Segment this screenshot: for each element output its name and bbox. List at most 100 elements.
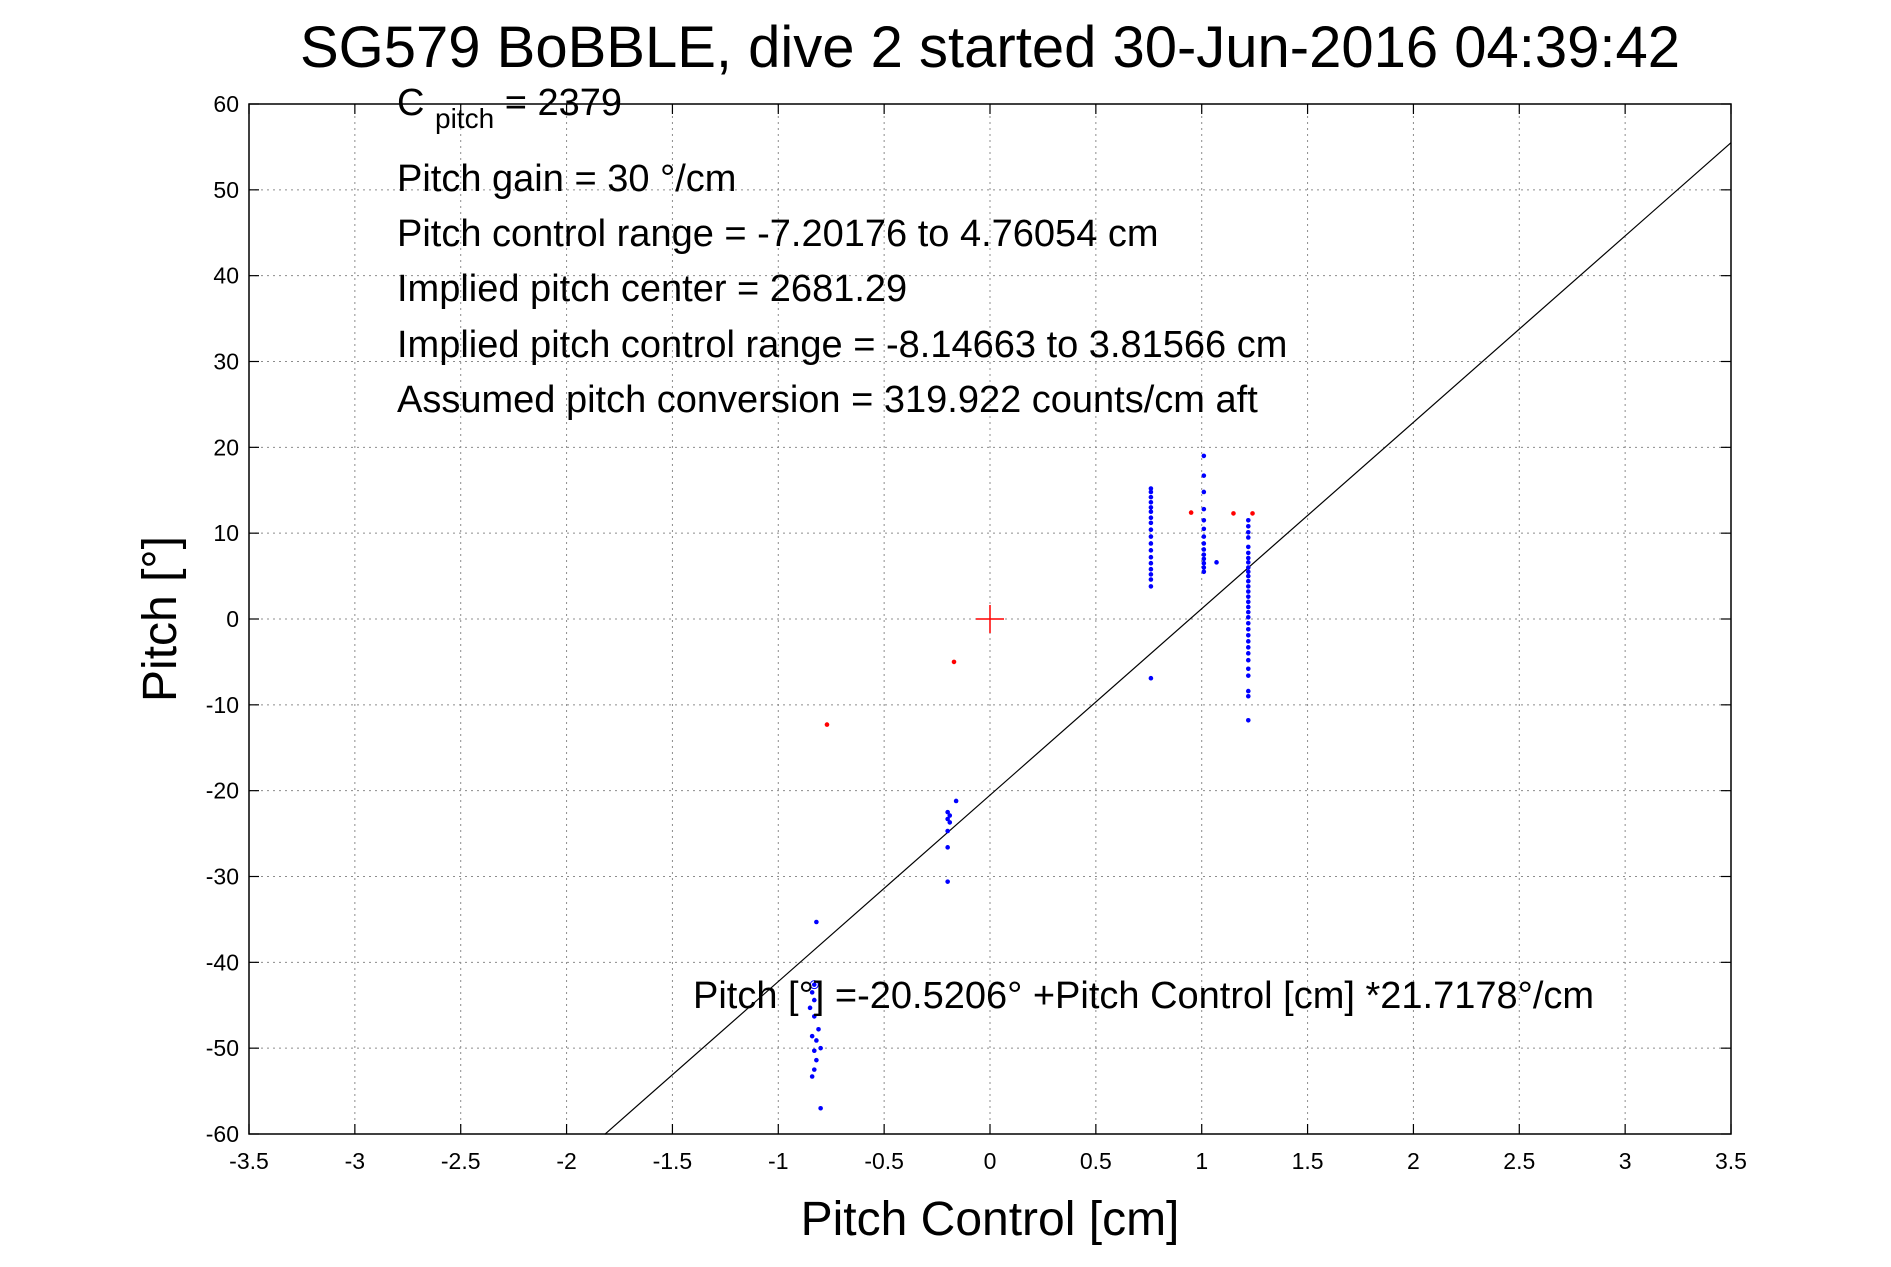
x-tick-label: 2 [1407,1148,1420,1174]
data-point-blue [1245,673,1251,678]
y-tick-label: -60 [206,1121,239,1147]
data-point-blue [1148,584,1154,589]
data-point-blue [1214,560,1219,565]
data-point-red [1250,511,1255,516]
data-point-blue [811,1048,817,1054]
data-point-blue [1148,494,1154,500]
data-point-blue [1245,688,1251,694]
data-point-blue [945,845,950,850]
data-point-blue [1245,666,1251,672]
data-point-blue [1201,552,1207,557]
fit-equation-annotation: Pitch [°] =-20.5206° +Pitch Control [cm]… [693,975,1594,1017]
data-point-blue [945,879,950,884]
y-tick-label: 20 [213,434,239,460]
data-point-blue [1201,560,1207,566]
y-tick-label: 30 [213,349,239,375]
x-tick-label: -2 [556,1148,576,1174]
data-point-blue [811,997,817,1003]
x-axis-label: Pitch Control [cm] [801,1193,1180,1246]
data-point-blue [816,1026,821,1032]
data-point-blue [1148,527,1154,533]
data-point-blue [809,1033,815,1039]
data-point-blue [1245,589,1251,594]
data-point-blue [1245,633,1251,638]
pitch-gain-annotation: Pitch gain = 30 °/cm [397,158,736,200]
data-point-blue [811,1067,817,1072]
data-point-blue [1245,627,1251,632]
data-point-blue [1148,548,1154,553]
data-point-blue [1245,717,1251,723]
data-point-blue [1148,499,1154,505]
y-tick-label: 60 [213,91,239,117]
data-point-blue [1245,651,1251,656]
data-point-blue [945,828,950,834]
data-point-blue [1201,534,1207,539]
data-point-blue [1201,473,1207,478]
x-tick-label: -0.5 [864,1148,904,1174]
y-tick-label: 0 [226,606,239,632]
y-tick-label: -50 [206,1035,239,1061]
data-point-blue [1148,572,1154,577]
data-point-blue [1148,505,1154,510]
data-point-blue [809,990,815,995]
data-point-blue [1201,489,1207,495]
data-point-blue [1245,645,1251,650]
data-point-blue [814,1038,819,1043]
y-tick-label: 50 [213,177,239,203]
data-point-blue [1201,547,1207,552]
data-point-blue [947,820,953,825]
data-point-blue [1245,535,1251,540]
data-point-blue [953,798,959,804]
data-point-blue [1245,544,1251,550]
y-tick-label: -20 [206,778,239,804]
data-point-blue [1245,569,1251,575]
data-point-blue [818,1045,823,1051]
data-point-blue [1245,620,1251,626]
implied-pitch-center-annotation: Implied pitch center = 2681.29 [397,268,907,310]
x-tick-label: 0.5 [1080,1148,1112,1174]
x-tick-label: 0 [984,1148,997,1174]
data-point-blue [814,919,819,925]
data-point-blue [1201,565,1207,570]
x-tick-label: -2.5 [441,1148,481,1174]
data-point-blue [1245,599,1251,605]
data-point-blue [1245,578,1251,584]
data-point-blue [1201,556,1207,562]
x-tick-label: -1.5 [653,1148,693,1174]
data-point-blue [811,1014,817,1019]
data-point-blue [1245,550,1251,556]
data-point-blue [811,982,817,987]
x-tick-label: 1.5 [1292,1148,1324,1174]
data-point-blue [1245,524,1251,529]
data-point-red [951,659,957,665]
x-tick-label: -3 [345,1148,365,1174]
data-point-blue [1245,594,1251,599]
pitch-control-range-annotation: Pitch control range = -7.20176 to 4.7605… [397,213,1159,255]
data-point-blue [1148,560,1154,566]
x-tick-label: 3 [1619,1148,1632,1174]
implied-pitch-control-range-annotation: Implied pitch control range = -8.14663 t… [397,324,1287,366]
assumed-pitch-conversion-annotation: Assumed pitch conversion = 319.922 count… [397,379,1258,421]
data-point-blue [1148,577,1154,582]
data-point-blue [1148,509,1154,515]
data-point-blue [807,1005,813,1011]
data-point-blue [1245,530,1251,535]
data-point-blue [1245,614,1251,620]
data-point-blue [1148,534,1154,539]
data-point-blue [1201,569,1207,575]
chart-title: SG579 BoBBLE, dive 2 started 30-Jun-2016… [300,15,1680,80]
data-point-blue [947,813,953,818]
data-point-blue [1148,541,1154,546]
grid-lines [249,104,1731,1134]
x-tick-label: -1 [768,1148,788,1174]
y-axis-label: Pitch [°] [134,536,187,702]
data-point-blue [1148,520,1154,526]
x-tick-label: -3.5 [229,1148,269,1174]
data-point-blue [945,809,950,815]
data-point-blue [1148,489,1154,495]
cpitch-symbol: C [397,82,424,124]
y-tick-label: -40 [206,949,239,975]
